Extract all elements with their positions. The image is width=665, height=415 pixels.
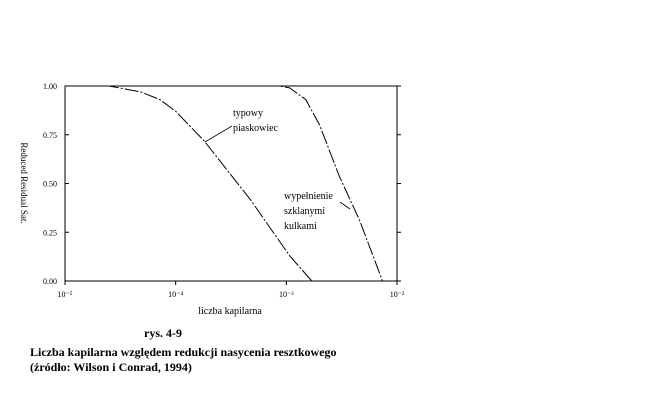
caption: Liczba kapilarna względem redukcji nasyc…: [30, 345, 337, 359]
y-axis-label: Reduced Residual Sat.: [19, 142, 29, 223]
y-tick-label: 0.00: [43, 277, 57, 286]
caption: rys. 4-9: [144, 326, 182, 340]
annotation: szklanymi: [284, 206, 325, 217]
line: [65, 85, 313, 282]
annotation: kulkami: [284, 221, 317, 232]
annotation-arrow: [339, 201, 351, 210]
annotation: typowy: [233, 108, 263, 119]
y-tick-label: 0.75: [43, 131, 57, 140]
y-tick-label: 0.50: [43, 180, 57, 189]
x-tick-label: 10⁻³: [279, 290, 294, 299]
x-tick-label: 10⁻⁴: [168, 290, 183, 299]
y-tick-label: 1.00: [43, 82, 57, 91]
y-tick-label: 0.25: [43, 228, 57, 237]
plot-frame: [64, 85, 398, 282]
x-axis-label: liczba kapilarna: [198, 306, 262, 317]
caption: (źródło: Wilson i Conrad, 1994): [30, 360, 192, 374]
annotation: wypełnienie: [284, 191, 333, 202]
annotation: piaskowiec: [233, 123, 279, 134]
annotation-arrow: [204, 125, 233, 143]
x-tick-label: 10⁻⁵: [57, 290, 72, 299]
x-tick-label: 10⁻²: [390, 290, 405, 299]
line: [65, 85, 383, 282]
